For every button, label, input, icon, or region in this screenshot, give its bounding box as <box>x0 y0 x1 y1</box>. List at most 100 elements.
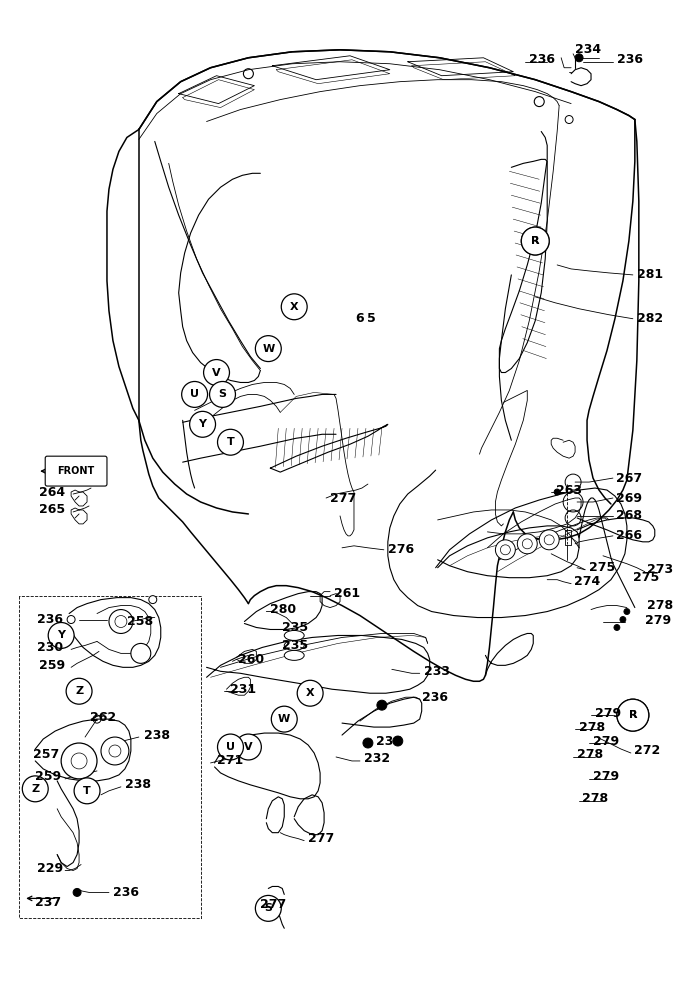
Text: 230: 230 <box>38 641 63 654</box>
Text: 277: 277 <box>330 492 356 505</box>
Text: 278: 278 <box>579 721 606 734</box>
Text: 279: 279 <box>593 735 619 748</box>
Text: 262: 262 <box>90 711 116 724</box>
Text: 259: 259 <box>39 659 65 672</box>
Text: 236: 236 <box>617 53 643 66</box>
Text: 275: 275 <box>633 571 659 584</box>
Text: 269: 269 <box>616 492 642 505</box>
Circle shape <box>393 736 403 746</box>
Text: 263: 263 <box>556 484 582 497</box>
Circle shape <box>554 489 560 495</box>
Text: 272: 272 <box>634 744 660 757</box>
Text: 231: 231 <box>230 683 257 696</box>
Text: 234: 234 <box>575 43 601 56</box>
Text: 278: 278 <box>577 748 603 761</box>
Text: Z: Z <box>75 686 83 696</box>
Text: 257: 257 <box>33 748 60 761</box>
Circle shape <box>67 616 75 624</box>
Text: 264: 264 <box>39 486 65 499</box>
Text: Y: Y <box>57 630 65 640</box>
Circle shape <box>189 411 216 437</box>
Text: 281: 281 <box>637 268 663 281</box>
Text: 277: 277 <box>308 832 334 845</box>
Text: 280: 280 <box>270 603 296 616</box>
Circle shape <box>575 54 583 62</box>
Circle shape <box>271 706 297 732</box>
Circle shape <box>539 530 559 550</box>
Text: 271: 271 <box>216 754 243 767</box>
Text: 276: 276 <box>388 543 414 556</box>
Circle shape <box>255 895 281 921</box>
Circle shape <box>517 534 537 554</box>
Circle shape <box>149 596 157 604</box>
Text: 278: 278 <box>647 599 673 612</box>
Text: R: R <box>628 710 637 720</box>
Ellipse shape <box>284 630 304 640</box>
Circle shape <box>521 227 549 255</box>
Circle shape <box>235 734 261 760</box>
Text: 237: 237 <box>35 896 61 909</box>
Circle shape <box>182 381 207 407</box>
Text: FRONT: FRONT <box>58 466 95 476</box>
Text: 235: 235 <box>283 639 308 652</box>
Text: 279: 279 <box>593 770 619 783</box>
Text: V: V <box>212 368 221 378</box>
Circle shape <box>617 699 649 731</box>
Circle shape <box>496 540 515 560</box>
Circle shape <box>218 734 244 760</box>
Text: 259: 259 <box>35 770 61 783</box>
Text: 278: 278 <box>582 792 608 805</box>
Text: T: T <box>227 437 235 447</box>
Text: S: S <box>264 903 272 913</box>
Circle shape <box>48 623 74 648</box>
Text: W: W <box>278 714 290 724</box>
Text: 282: 282 <box>637 312 663 325</box>
Text: 236: 236 <box>38 613 63 626</box>
Text: 238: 238 <box>125 778 151 791</box>
Text: T: T <box>83 786 91 796</box>
Text: S: S <box>219 389 226 399</box>
Ellipse shape <box>284 640 304 650</box>
Circle shape <box>73 888 81 896</box>
Text: 267: 267 <box>616 472 642 485</box>
Circle shape <box>624 609 630 615</box>
FancyBboxPatch shape <box>45 456 107 486</box>
Text: 265: 265 <box>39 503 65 516</box>
Text: 266: 266 <box>616 529 642 542</box>
Circle shape <box>617 699 649 731</box>
Text: 6: 6 <box>355 312 363 325</box>
Text: U: U <box>190 389 199 399</box>
Circle shape <box>109 610 133 633</box>
Circle shape <box>66 678 92 704</box>
Text: 236: 236 <box>113 886 139 899</box>
Text: 275: 275 <box>589 561 615 574</box>
Text: 279: 279 <box>595 707 621 720</box>
Text: 238: 238 <box>144 729 170 742</box>
Text: U: U <box>226 742 235 752</box>
Text: Y: Y <box>198 419 207 429</box>
Circle shape <box>521 227 549 255</box>
Text: 260: 260 <box>239 653 264 666</box>
Circle shape <box>22 776 48 802</box>
Text: R: R <box>531 236 539 246</box>
Text: R: R <box>531 236 539 246</box>
Circle shape <box>203 360 230 385</box>
Text: 258: 258 <box>127 615 153 628</box>
Text: 236: 236 <box>529 53 555 66</box>
Circle shape <box>74 778 100 804</box>
Circle shape <box>620 617 626 623</box>
Text: 268: 268 <box>616 509 642 522</box>
Text: X: X <box>290 302 299 312</box>
Circle shape <box>101 737 129 765</box>
Text: 236: 236 <box>422 691 448 704</box>
Text: 274: 274 <box>574 575 601 588</box>
Circle shape <box>61 743 97 779</box>
Ellipse shape <box>284 650 304 660</box>
Circle shape <box>363 738 373 748</box>
Circle shape <box>255 336 281 362</box>
Text: 232: 232 <box>364 752 390 765</box>
Text: 233: 233 <box>424 665 450 678</box>
Text: R: R <box>628 710 637 720</box>
Circle shape <box>377 700 387 710</box>
Circle shape <box>614 625 620 630</box>
